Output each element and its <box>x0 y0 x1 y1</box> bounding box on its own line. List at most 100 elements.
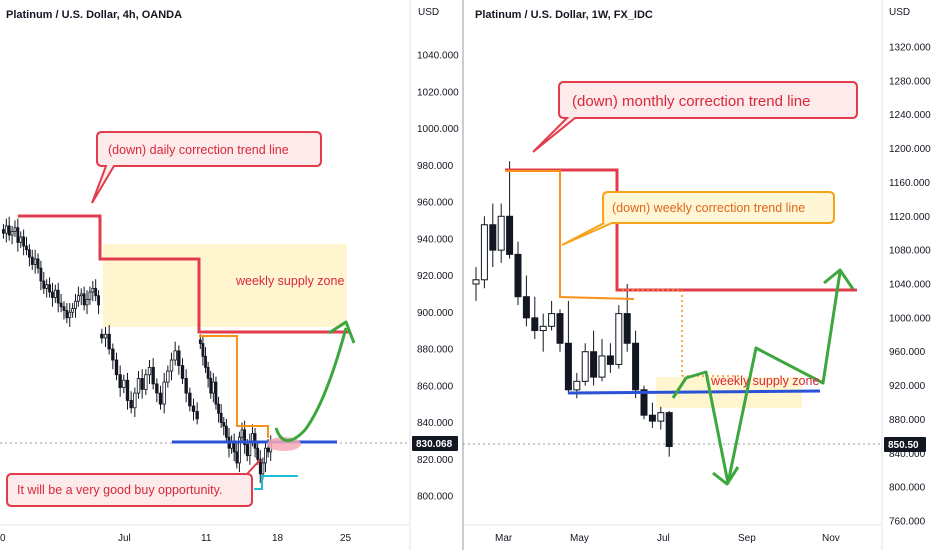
left-candle-body <box>91 287 95 293</box>
left-candle-body <box>10 230 14 236</box>
right-x-tick: Sep <box>738 533 756 544</box>
right-callout-weekly-trend[interactable] <box>561 191 835 246</box>
left-red-trend-steps <box>18 214 350 334</box>
right-y-tick: 760.000 <box>889 517 926 528</box>
left-candle-body <box>173 350 177 361</box>
right-y-tick: 1000.000 <box>889 313 931 324</box>
right-y-tick: 960.000 <box>889 347 926 358</box>
left-y-tick: 1040.000 <box>417 51 459 62</box>
left-candle-body <box>107 333 111 350</box>
left-y-tick: 1020.000 <box>417 87 459 98</box>
right-y-tick: 1240.000 <box>889 110 931 121</box>
left-candle-body <box>177 350 181 366</box>
left-y-tick: 960.000 <box>417 198 454 209</box>
right-green-arrowhead-bottom <box>712 466 740 486</box>
right-supply-zone-label: weekly supply zone <box>710 374 819 388</box>
right-candle-body <box>539 325 547 332</box>
right-candle-body <box>522 296 530 319</box>
left-y-tick: 980.000 <box>417 161 454 172</box>
right-price-axis: 760.000 800.000 840.000 880.000 920.000 960.0… <box>889 43 931 528</box>
left-price-tag-text: 830.068 <box>416 439 453 450</box>
left-callout-daily-trend[interactable] <box>91 131 322 204</box>
right-candle-body <box>556 313 564 344</box>
right-candle-body <box>573 380 581 391</box>
left-candle-body <box>180 365 185 379</box>
left-candle-body <box>56 289 60 304</box>
right-candle-body <box>665 412 673 448</box>
right-callout-monthly-trend[interactable] <box>532 81 858 153</box>
right-price-tag <box>884 437 926 452</box>
right-candle-body <box>531 317 539 332</box>
left-candle-body <box>158 392 163 405</box>
left-candle-body <box>7 225 11 236</box>
left-x-tick: 11 <box>201 533 212 544</box>
left-candle-body <box>97 295 100 306</box>
left-callout-daily-trend-text: (down) daily correction trend line <box>108 143 289 157</box>
left-y-tick: 800.000 <box>417 492 454 503</box>
right-y-tick: 1160.000 <box>889 178 930 189</box>
left-candle-body <box>33 258 37 265</box>
left-y-tick: 840.000 <box>417 418 454 429</box>
left-green-projection <box>274 327 348 442</box>
right-x-tick: Jul <box>657 533 670 544</box>
left-candle-body <box>122 379 126 388</box>
left-candle-body <box>19 236 23 243</box>
left-candle-body <box>71 308 75 313</box>
left-candle-body <box>256 447 260 460</box>
right-y-tick: 1040.000 <box>889 280 931 291</box>
right-candle-body <box>506 215 514 255</box>
right-y-tick: 1120.000 <box>889 212 930 223</box>
left-candle-body <box>198 339 202 344</box>
left-time-axis: 0 Jul 11 18 25 <box>0 533 352 544</box>
right-y-tick: 1080.000 <box>889 246 931 257</box>
left-candle-body <box>111 348 115 361</box>
left-candle-body <box>94 287 98 297</box>
right-orange-trend <box>505 170 635 300</box>
left-candle-body <box>74 300 77 309</box>
right-y-tick: 840.000 <box>889 449 926 460</box>
left-candle-body <box>166 370 170 383</box>
left-supply-zone-label: weekly supply zone <box>235 274 344 288</box>
left-orange-steps <box>199 335 269 438</box>
left-candle-body <box>16 227 20 243</box>
left-y-tick: 900.000 <box>417 308 454 319</box>
right-candle-body <box>590 351 598 378</box>
right-y-tick: 1320.000 <box>889 43 931 54</box>
right-candle-body <box>615 313 623 365</box>
left-candle-body <box>36 258 40 269</box>
right-callout-monthly-trend-text: (down) monthly correction trend line <box>572 93 810 110</box>
right-candle-body <box>640 389 648 416</box>
left-candle-body <box>65 310 69 319</box>
left-candle-body <box>266 447 270 453</box>
left-candle-body <box>151 366 155 385</box>
left-candle-body <box>129 400 133 409</box>
left-candle-body <box>191 405 196 412</box>
right-y-tick: 800.000 <box>889 483 926 494</box>
left-candle-body <box>27 249 31 258</box>
right-x-tick: Mar <box>495 533 513 544</box>
right-y-tick: 880.000 <box>889 415 926 426</box>
right-green-arrowhead-top <box>823 268 855 290</box>
right-red-trend <box>505 168 857 292</box>
right-time-axis: Mar May Jul Sep Nov <box>495 533 840 544</box>
left-x-tick: 25 <box>340 533 352 544</box>
left-candle-body <box>59 302 63 308</box>
left-candle-body <box>13 227 17 232</box>
right-price-tag-text: 850.50 <box>888 440 919 451</box>
left-candle-body <box>214 381 218 405</box>
right-candle-body <box>564 342 572 391</box>
left-cyan-mark <box>254 475 298 490</box>
left-candle-body <box>125 379 130 401</box>
left-callout-buy[interactable] <box>6 473 253 507</box>
left-candle-body <box>42 280 46 289</box>
left-candle-body <box>206 366 210 379</box>
left-x-tick: 18 <box>272 533 284 544</box>
left-y-tick: 860.000 <box>417 381 454 392</box>
left-candle-body <box>238 436 241 464</box>
left-candle-body <box>53 289 57 298</box>
right-candle-body <box>623 313 631 344</box>
left-candle-body <box>251 433 254 442</box>
left-candle-body <box>224 425 228 438</box>
left-x-tick: Jul <box>118 533 131 544</box>
